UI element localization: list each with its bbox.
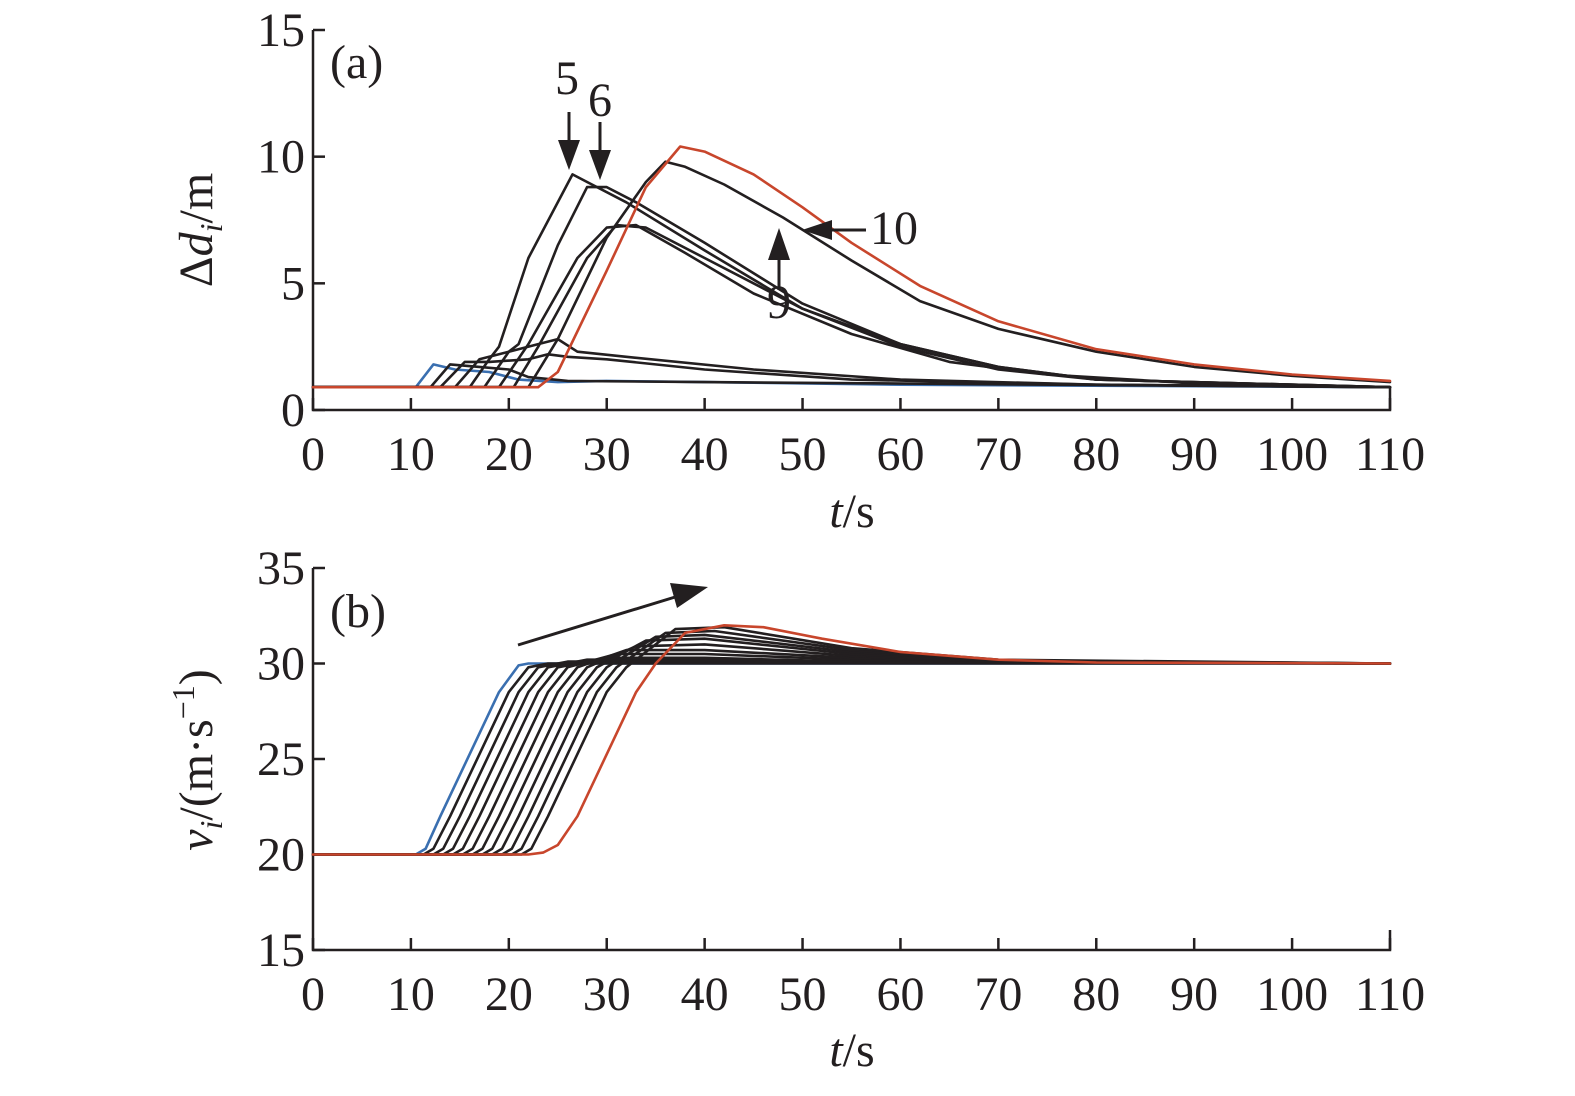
panel-a-series-line-10 [311,145,1392,389]
panel-b-axes-frame [311,568,1392,952]
panel-b-trend-arrow [517,592,686,647]
panel-b-xtick-label: 0 [301,968,325,1021]
panel-a-ylabel-var: d [170,231,223,256]
panel-b-series-group [311,624,1392,856]
panel-b-series-line-4 [311,658,1392,856]
panel-a-series-group [311,145,1392,389]
panel-b-ylabel: vi/(m·s−1) [165,669,229,851]
panel-a-xlabel-unit: /s [843,485,875,538]
panel-a-xtick-label: 30 [583,428,631,481]
panel-a-xlabel: t/s [829,485,874,538]
panel-b-series-line-11 [311,629,1392,856]
panel-a-ylabel-sub: i [193,223,229,232]
panel-b-ylabel-unit: /(m·s [170,719,223,820]
panel-b-ylabel-close: ) [170,669,223,685]
panel-b-xtick-label: 90 [1170,968,1218,1021]
panel-b-xtick-label: 110 [1355,968,1425,1021]
panel-a-xtick-label: 60 [876,428,924,481]
panel-b-xtick-label: 10 [387,968,435,1021]
panel-b-series-line-9 [311,637,1392,856]
curve-label-10-text: 10 [870,202,918,255]
panel-a-xlabel-var: t [829,485,844,538]
curve-label-6-text: 6 [588,74,612,127]
panel-a-label: (a) [330,36,383,89]
panel-a-xtick-label: 10 [387,428,435,481]
panel-b-ylabel-var: v [170,829,223,851]
panel-b-xlabel-unit: /s [843,1024,875,1077]
panel-b-xtick-label: 30 [583,968,631,1021]
panel-b-ytick-label: 20 [257,829,305,882]
panel-b-xtick-label: 50 [779,968,827,1021]
panel-a-xtick-label: 100 [1256,428,1328,481]
panel-a-xtick-label: 50 [779,428,827,481]
panel-a-axes-frame [311,30,1392,412]
panel-b-series-line-6 [311,652,1392,856]
panel-a-ytick-label: 10 [257,131,305,184]
panel-a-ylabel: Δdi/m [170,173,229,287]
curve-label-10-arrowhead [802,220,832,240]
panel-a-xtick-label: 40 [681,428,729,481]
panel-b-xtick-label: 100 [1256,968,1328,1021]
curve-label-5-text: 5 [555,52,579,105]
panel-b-series-line-5 [311,656,1392,856]
panel-a-xtick-label: 90 [1170,428,1218,481]
panel-b-ytick-label: 15 [257,924,305,977]
panel-a-ticks: 0 10 20 30 40 50 60 70 80 90 100 110 0 5 10 15 [257,4,1425,481]
panel-b-xlabel: t/s [829,1024,874,1077]
panel-a-series-line-6 [311,185,1392,389]
panel-b-xtick-label: 60 [876,968,924,1021]
panel-b-ytick-label: 30 [257,638,305,691]
panel-a-ytick-label: 15 [257,4,305,57]
panel-b-ticks: 0 10 20 30 40 50 60 70 80 90 100 110 15 20 25 30 35 [257,542,1425,1021]
panel-a-ylabel-symbol: Δ [170,256,223,287]
panel-a-series-line-2 [311,363,1392,389]
panel-a-xtick-label: 80 [1072,428,1120,481]
panel-b-ytick-label: 35 [257,542,305,595]
panel-a-series-line-4 [311,337,1392,389]
panel-b-label: (b) [330,585,386,638]
panel-a-xtick-label: 70 [974,428,1022,481]
panel-a-series-line-3 [311,353,1392,389]
panel-b-ylabel-sup: −1 [165,685,201,719]
curve-label-10: 10 [802,202,918,255]
panel-b-ytick-label: 25 [257,733,305,786]
panel-b-ylabel-sub: i [193,821,229,830]
panel-a-ytick-label: 0 [281,384,305,437]
panel-a-xtick-label: 20 [485,428,533,481]
panel-b-xtick-label: 80 [1072,968,1120,1021]
panel-b-xlabel-var: t [829,1024,844,1077]
curve-label-5: 5 [555,52,580,170]
panel-a-ytick-label: 5 [281,257,305,310]
curve-label-6: 6 [588,74,612,180]
panel-b-xtick-label: 20 [485,968,533,1021]
panel-a-series-line-5 [311,173,1392,389]
panel-b-trend-arrowhead [670,583,708,608]
panel-b-series-line-13 [311,624,1392,856]
curve-label-5-arrowhead [558,140,580,170]
curve-label-6-arrowhead [589,150,611,180]
panel-a-series-line-9 [311,160,1392,389]
panel-b-xtick-label: 70 [974,968,1022,1021]
panel-a-xtick-label: 0 [301,428,325,481]
curve-label-9-arrowhead [768,228,790,260]
panel-a-series-line-8 [311,223,1392,389]
panel-a-xtick-label: 110 [1355,428,1425,481]
curve-label-9: 9 [767,228,791,329]
panel-a-ylabel-unit: /m [170,173,223,224]
panel-b-xtick-label: 40 [681,968,729,1021]
